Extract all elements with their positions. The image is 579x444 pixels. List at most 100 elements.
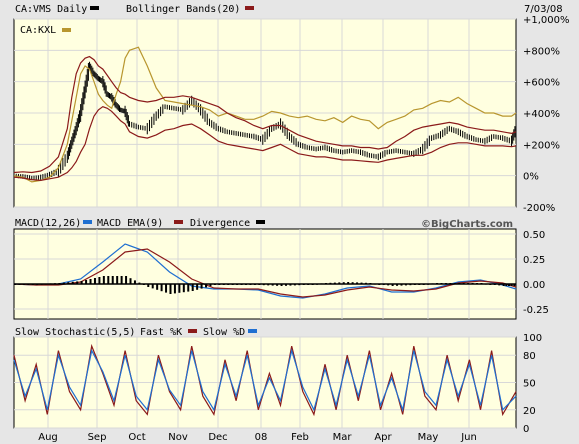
slow-d-legend-swatch: [248, 329, 257, 333]
slow-d-line: [13, 348, 517, 413]
divergence-bar: [67, 282, 70, 284]
compare-label: CA:KXL: [20, 25, 56, 36]
macd-label: MACD(12,26): [15, 218, 81, 229]
divergence-bar: [76, 281, 79, 284]
x-tick-label: Aug: [38, 432, 58, 443]
divergence-bar: [510, 284, 513, 286]
y-tick-label: 0.50: [523, 230, 545, 241]
y-tick-label: +600%: [523, 78, 560, 89]
divergence-bar: [284, 284, 287, 286]
divergence-bar: [200, 284, 203, 289]
divergence-bar: [111, 276, 114, 284]
divergence-bar: [191, 284, 194, 291]
fast-k-label: Fast %K: [140, 327, 182, 338]
macd-ema-legend-swatch: [174, 220, 183, 224]
macd-ema-label: MACD EMA(9): [97, 218, 163, 229]
macd-legend-swatch: [83, 220, 92, 224]
divergence-bar: [98, 277, 101, 284]
bollinger-upper-line: [13, 55, 517, 174]
bollinger-label: Bollinger Bands(20): [126, 4, 240, 15]
y-tick-label: +1,000%: [523, 15, 570, 26]
y-tick-label: -200%: [523, 203, 555, 214]
divergence-bar: [396, 284, 399, 286]
y-tick-label: 20: [523, 406, 536, 417]
divergence-bar: [400, 284, 403, 286]
divergence-bar: [502, 284, 505, 286]
divergence-bar: [178, 284, 181, 293]
y-tick-label: 100: [523, 333, 542, 344]
divergence-bar: [351, 282, 354, 284]
bollinger-lower-line: [13, 106, 517, 182]
y-tick-label: +200%: [523, 140, 560, 151]
y-tick-label: 0: [523, 424, 529, 435]
divergence-bar: [280, 284, 283, 286]
y-tick-label: 50: [523, 379, 536, 390]
x-tick-label: Sep: [88, 432, 107, 443]
divergence-bar: [205, 284, 208, 288]
divergence-bar: [338, 282, 341, 284]
divergence-bar: [391, 284, 394, 286]
divergence-bar: [125, 276, 128, 284]
x-tick-label: Feb: [291, 432, 309, 443]
bollinger-legend-swatch: [245, 6, 254, 10]
divergence-bar: [147, 284, 150, 287]
macd-line: [13, 243, 517, 299]
y-tick-label: +400%: [523, 109, 560, 120]
y-tick-label: -0.25: [523, 305, 549, 316]
divergence-bar: [513, 284, 516, 286]
x-tick-label: Jun: [460, 432, 477, 443]
divergence-bar: [116, 276, 119, 284]
divergence-bar: [80, 281, 83, 284]
divergence-bar: [107, 276, 110, 284]
x-tick-label: Dec: [208, 432, 227, 443]
divergence-bar: [129, 278, 132, 284]
divergence-bar: [93, 278, 96, 284]
divergence-bar: [356, 282, 359, 284]
divergence-bar: [133, 280, 136, 284]
y-tick-label: 80: [523, 351, 536, 362]
stoch-label: Slow Stochastic(5,5): [15, 327, 135, 338]
divergence-bar: [85, 280, 88, 284]
x-tick-label: Apr: [374, 432, 392, 443]
symbol-label: CA:VMS Daily: [15, 4, 87, 15]
y-tick-label: +800%: [523, 46, 560, 57]
fast-k-legend-swatch: [188, 329, 197, 333]
divergence-bar: [505, 284, 508, 286]
divergence-bar: [508, 284, 511, 286]
divergence-bar: [165, 284, 168, 293]
y-tick-label: 0.25: [523, 255, 545, 266]
divergence-label: Divergence: [190, 218, 250, 229]
brand-label: ©BigCharts.com: [421, 219, 513, 230]
price-legend-swatch: [90, 6, 99, 10]
divergence-bar: [209, 284, 212, 287]
divergence-bar: [156, 284, 159, 290]
divergence-bar: [347, 282, 350, 284]
x-tick-label: May: [418, 432, 439, 443]
divergence-bar: [102, 276, 105, 284]
divergence-bar: [120, 276, 123, 284]
x-tick-label: Mar: [333, 432, 353, 443]
x-tick-label: Nov: [168, 432, 188, 443]
macd-ema-line: [13, 248, 517, 298]
divergence-legend-swatch: [256, 220, 265, 224]
divergence-bar: [160, 284, 163, 292]
divergence-bar: [71, 281, 74, 284]
divergence-bar: [289, 284, 292, 286]
chart-date: 7/03/08: [524, 4, 563, 15]
slow-d-label: Slow %D: [203, 327, 245, 338]
divergence-bar: [196, 284, 199, 290]
y-tick-label: 0.00: [523, 280, 545, 291]
divergence-bar: [187, 284, 190, 292]
x-tick-label: Oct: [128, 432, 145, 443]
x-tick-label: 08: [255, 432, 268, 443]
compare-line: [13, 46, 517, 183]
divergence-bar: [89, 279, 92, 284]
macd-panel: [13, 228, 517, 320]
divergence-bar: [169, 284, 172, 294]
y-tick-label: 0%: [523, 172, 539, 183]
divergence-bar: [276, 284, 279, 286]
divergence-bar: [342, 282, 345, 284]
divergence-bar: [173, 284, 176, 294]
divergence-bar: [271, 284, 274, 286]
